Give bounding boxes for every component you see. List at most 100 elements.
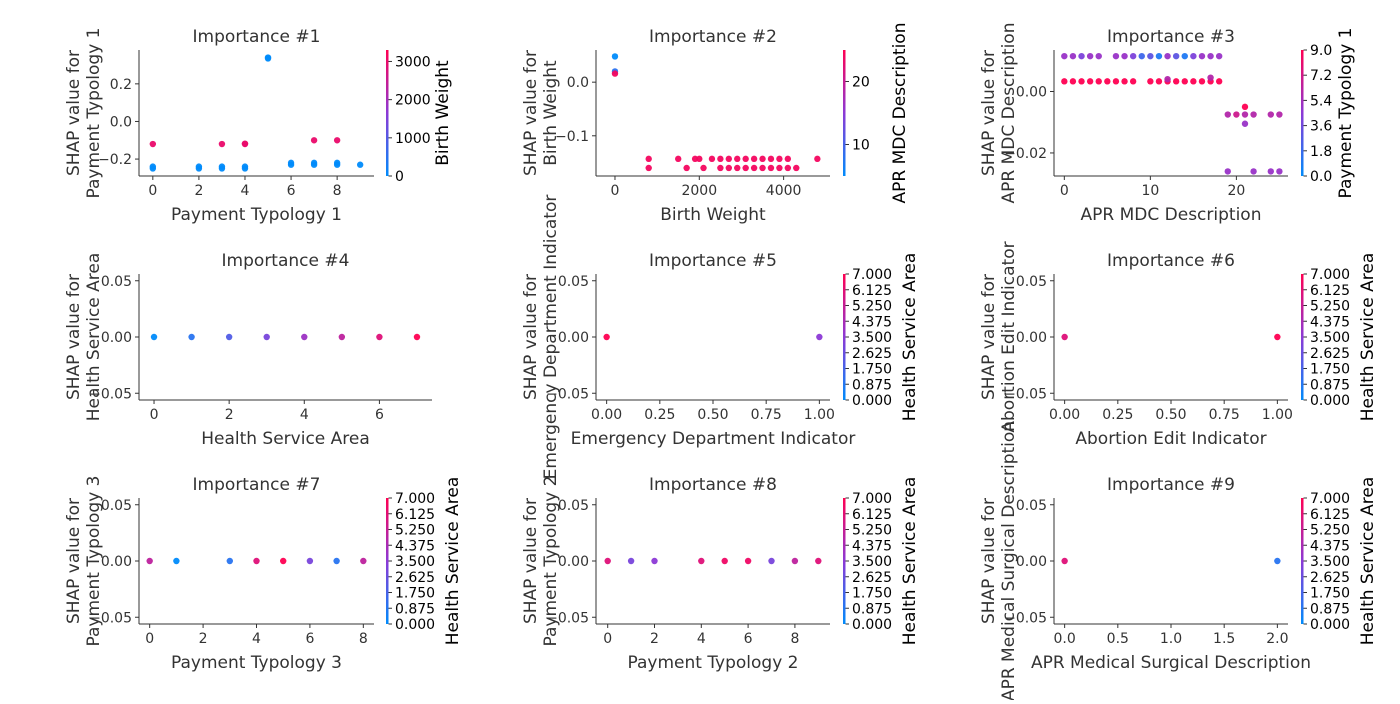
colorbar-tick-label: 7.000 — [852, 491, 892, 507]
x-tick-label: 8 — [790, 631, 799, 647]
data-point — [1233, 111, 1240, 118]
x-tick-label: 2 — [194, 183, 203, 199]
data-point — [1086, 52, 1094, 60]
data-point — [306, 557, 314, 565]
data-point — [241, 165, 249, 172]
y-tick-label: 0.05 — [558, 498, 589, 514]
subplot-5: Importance #50.00 0.25 0.50 0.75 1.00−0.050.… — [521, 195, 920, 480]
data-point — [1121, 78, 1128, 85]
y-tick-label: 0.0 — [110, 114, 132, 130]
colorbar-tick-label: 3.6 — [1310, 119, 1332, 135]
colorbar-tick-label: 9.0 — [1310, 43, 1332, 59]
colorbar-tick-label: 6.125 — [1310, 283, 1350, 299]
x-tick-label: 0.50 — [697, 407, 728, 423]
data-point — [150, 333, 158, 341]
subplot-title: Importance #9 — [1107, 475, 1235, 495]
x-tick-label: 6 — [305, 631, 314, 647]
data-point — [280, 557, 287, 565]
data-point — [413, 333, 421, 341]
data-point — [1129, 52, 1137, 60]
colorbar — [1301, 50, 1304, 176]
y-tick-label: 0.05 — [558, 274, 589, 290]
data-point — [301, 333, 308, 341]
data-point — [1078, 78, 1085, 85]
data-point — [1104, 78, 1111, 85]
x-axis-label: Payment Typology 3 — [171, 653, 342, 673]
colorbar-tick-label: 2.625 — [395, 570, 435, 586]
data-point — [675, 155, 682, 163]
data-point — [1207, 52, 1214, 60]
colorbar-tick-label: 1000 — [395, 131, 431, 147]
y-axis-label-line1: SHAP value for — [979, 274, 999, 400]
colorbar-label: Health Service Area — [1358, 253, 1378, 422]
data-point — [333, 137, 341, 144]
x-axis-label: Payment Typology 1 — [171, 205, 342, 225]
data-point — [700, 164, 707, 172]
y-tick-label: 0.00 — [101, 554, 132, 570]
y-axis-label-line2: APR Medical Surgical Description — [999, 421, 1019, 700]
data-point — [1164, 52, 1171, 60]
y-axis-label-line1: SHAP value for — [521, 50, 541, 176]
colorbar-tick-label: 3.500 — [852, 330, 892, 346]
y-tick-label: −0.05 — [89, 610, 132, 626]
data-point — [1147, 52, 1154, 60]
x-tick-label: 20 — [1227, 183, 1245, 199]
subplot-title: Importance #6 — [1107, 251, 1235, 271]
y-axis-label-line1: SHAP value for — [64, 50, 84, 176]
data-point — [1069, 78, 1077, 85]
data-point — [776, 164, 783, 172]
colorbar-tick-label: 7.000 — [1310, 491, 1350, 507]
data-point — [1061, 333, 1068, 341]
data-point — [1274, 333, 1281, 341]
data-point — [651, 557, 658, 565]
colorbar-tick-label: 1.750 — [852, 586, 892, 602]
colorbar-tick-label: 0.000 — [852, 617, 892, 633]
data-point — [784, 164, 792, 172]
colorbar-tick-label: 7.000 — [395, 491, 435, 507]
x-tick-label: 0 — [150, 407, 159, 423]
data-point — [768, 557, 775, 565]
y-tick-label: 0.2 — [110, 77, 132, 93]
data-point — [1207, 74, 1214, 81]
y-tick-label: −0.02 — [1004, 146, 1047, 162]
x-tick-label: 0 — [1060, 183, 1069, 199]
data-point — [1164, 75, 1171, 83]
subplot-title: Importance #1 — [193, 27, 321, 47]
colorbar-tick-label: 20 — [852, 75, 870, 91]
colorbar-tick-label: 0.875 — [1310, 377, 1350, 393]
data-point — [1138, 52, 1145, 60]
data-point — [333, 557, 340, 565]
data-point — [1155, 78, 1163, 85]
colorbar-tick-label: 2000 — [395, 93, 431, 109]
colorbar-tick-label: 2.625 — [852, 570, 892, 586]
data-point — [708, 155, 716, 163]
colorbar-tick-label: 4.375 — [852, 538, 892, 554]
colorbar — [843, 498, 846, 624]
x-tick-label: 0.75 — [751, 407, 782, 423]
data-point — [1198, 78, 1206, 85]
y-axis-label-line1: SHAP value for — [521, 274, 541, 400]
data-point — [759, 164, 766, 172]
x-tick-label: 6 — [375, 407, 384, 423]
data-point — [627, 557, 635, 565]
y-axis-label-line2: Emergency Department Indicator — [541, 195, 561, 480]
data-point — [734, 164, 741, 172]
data-point — [1276, 168, 1283, 175]
colorbar-tick-label: 6.125 — [395, 507, 435, 523]
x-tick-label: 0 — [603, 631, 612, 647]
data-point — [1215, 52, 1223, 60]
y-axis-label-line1: SHAP value for — [64, 274, 84, 400]
colorbar-tick-label: 6.125 — [852, 507, 892, 523]
data-point — [1181, 78, 1188, 85]
data-point — [1078, 52, 1085, 60]
colorbar-tick-label: 3.500 — [852, 554, 892, 570]
data-point — [1250, 111, 1257, 118]
x-tick-label: 4 — [300, 407, 309, 423]
data-point — [1198, 52, 1206, 60]
x-tick-label: 1.5 — [1213, 631, 1235, 647]
data-point — [149, 165, 157, 172]
subplot-title: Importance #8 — [649, 475, 777, 495]
